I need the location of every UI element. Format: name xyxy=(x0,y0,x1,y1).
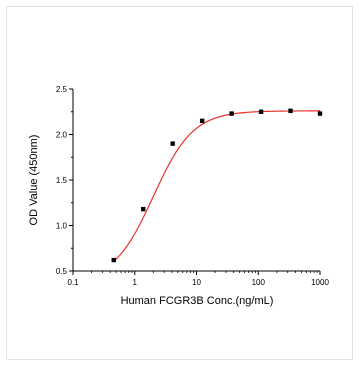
x-axis-label: Human FCGR3B Conc.(ng/mL) xyxy=(121,295,274,307)
y-tick-label: 2.0 xyxy=(56,131,68,140)
data-points-layer xyxy=(111,108,323,263)
axes: 0.5 1.0 1.5 2.0 2.5 0.1 1 10 100 1000 xyxy=(56,85,330,287)
x-tick-label: 0.1 xyxy=(67,278,79,287)
data-point xyxy=(317,111,323,116)
data-point xyxy=(141,206,146,212)
data-point xyxy=(229,111,234,116)
data-point xyxy=(111,257,116,263)
data-point xyxy=(199,118,205,124)
data-point xyxy=(258,109,264,114)
x-tick-label: 1000 xyxy=(311,278,329,287)
y-tick-label: 2.5 xyxy=(56,85,68,94)
x-tick-label: 100 xyxy=(252,278,266,287)
y-axis-label: OD Value (450nm) xyxy=(28,135,40,226)
x-tick-label: 10 xyxy=(192,278,201,287)
y-tick-label: 1.5 xyxy=(56,176,68,185)
x-tick-label: 1 xyxy=(133,278,138,287)
data-point xyxy=(288,108,293,114)
fit-curve xyxy=(113,110,320,262)
y-tick-label: 1.0 xyxy=(56,222,68,231)
y-tick-label: 0.5 xyxy=(56,267,68,276)
data-point xyxy=(170,141,175,146)
chart-frame xyxy=(6,6,353,360)
fit-curve-layer xyxy=(113,110,320,262)
